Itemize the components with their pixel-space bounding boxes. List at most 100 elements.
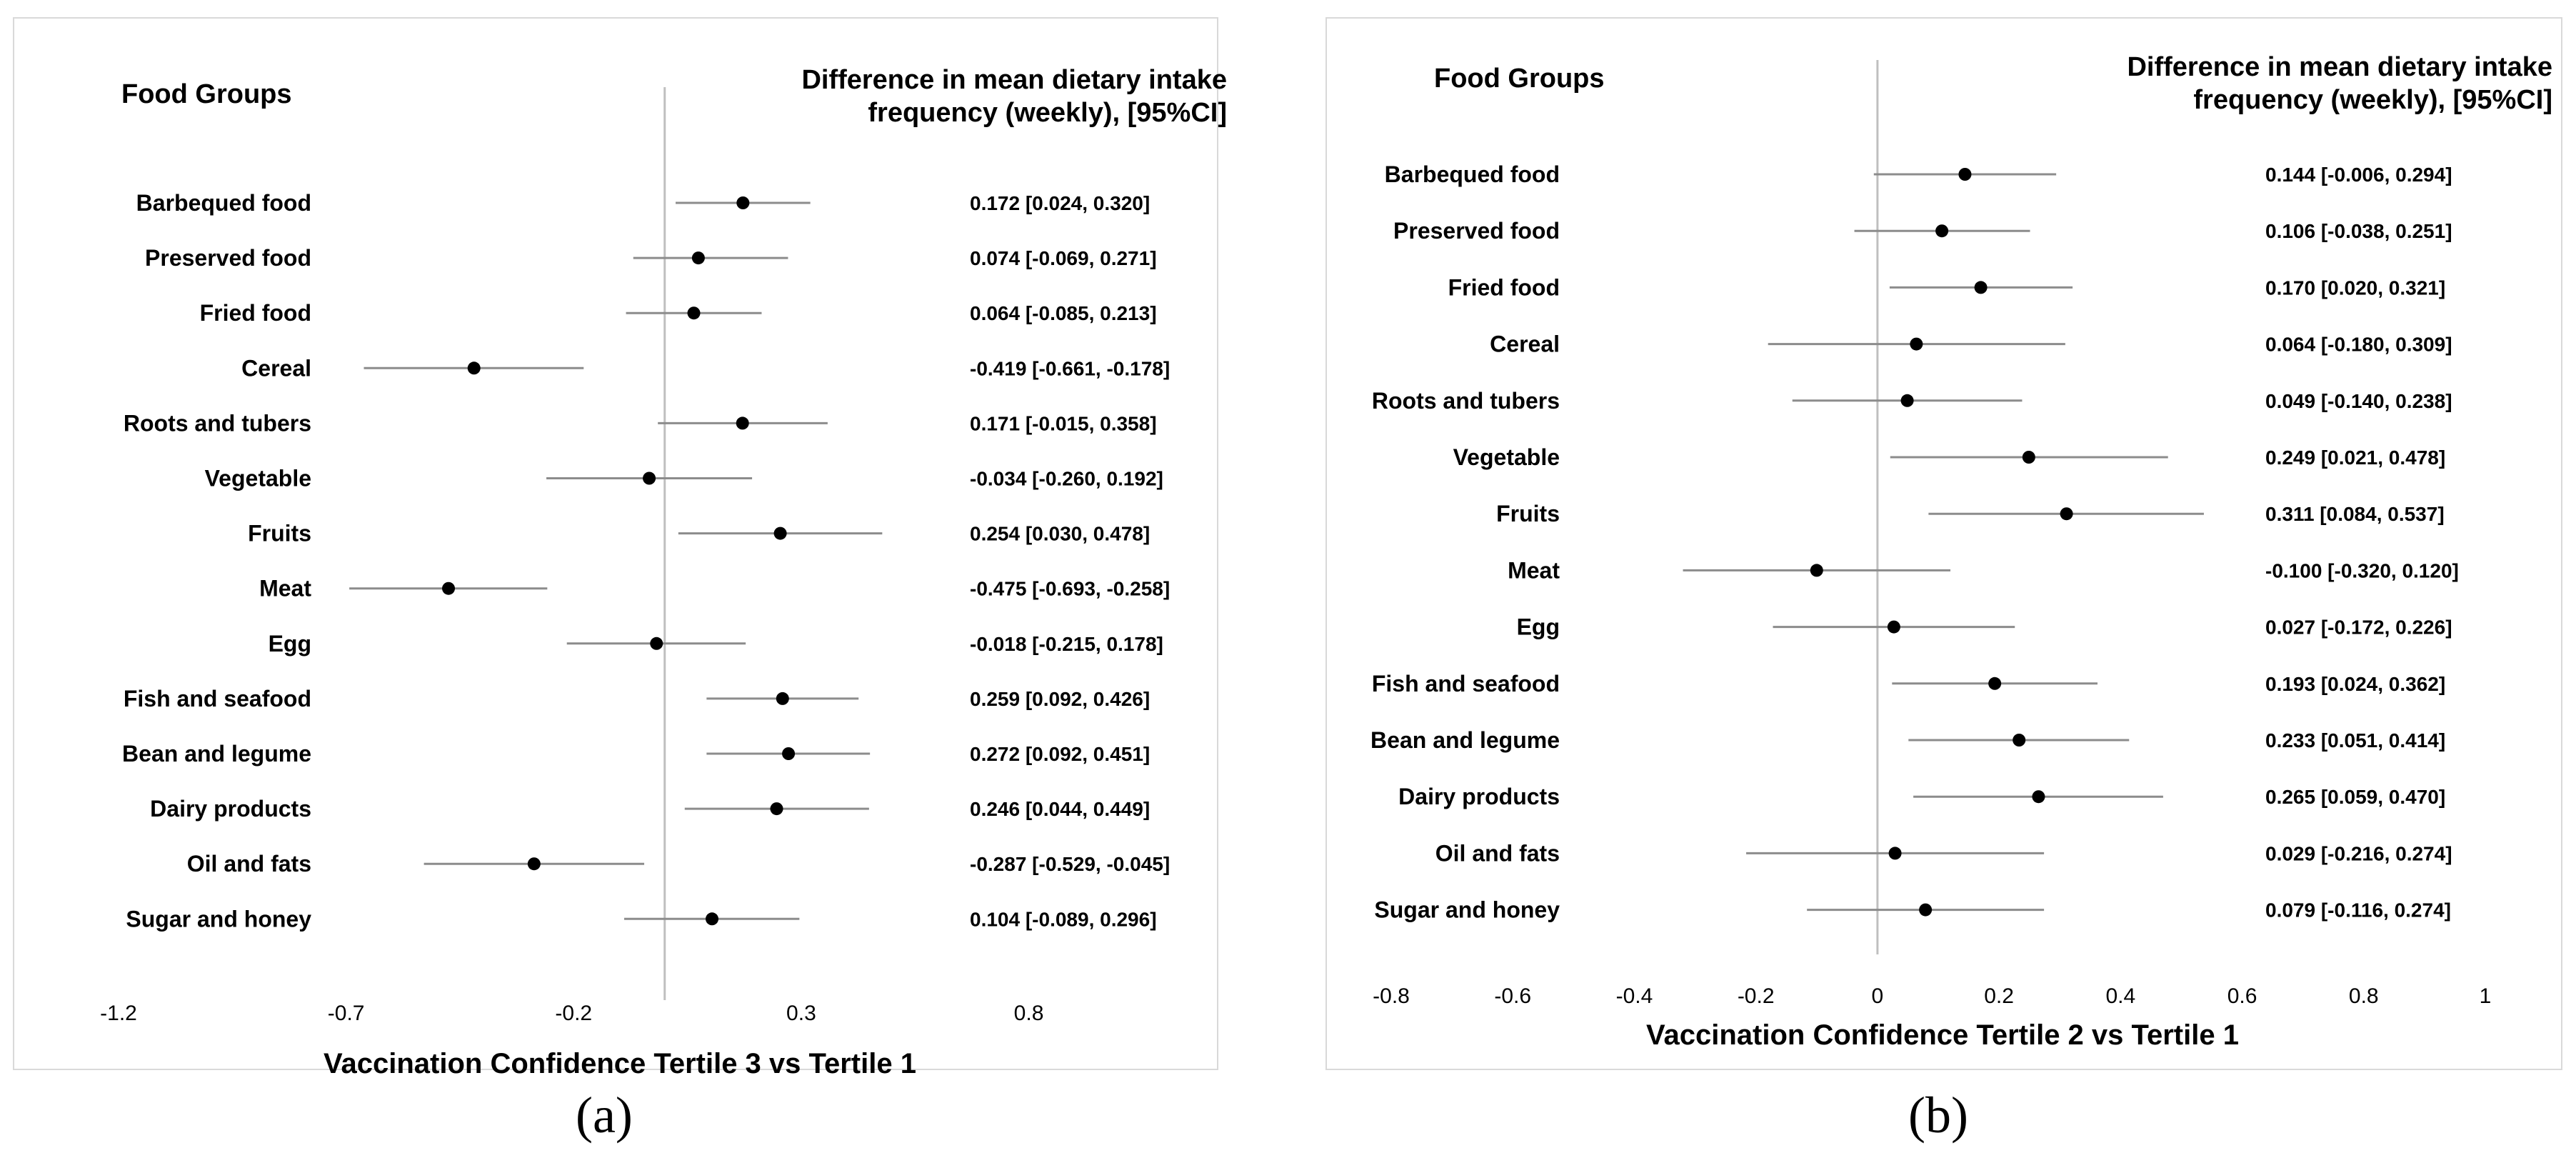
x-tick-label: 0.4 xyxy=(2105,984,2135,1008)
estimate-point xyxy=(650,637,663,650)
row-label: Fruits xyxy=(248,521,311,546)
row-label: Bean and legume xyxy=(122,741,311,767)
forest-plot-panel-a: Food Groups Difference in mean dietary in… xyxy=(13,17,1227,1079)
right-header-line1: Difference in mean dietary intake xyxy=(801,65,1227,95)
row-label: Vegetable xyxy=(205,466,311,491)
ci-value-text: 0.027 [-0.172, 0.226] xyxy=(2265,617,2452,639)
row-label: Fruits xyxy=(1496,501,1560,526)
x-tick-label: -0.4 xyxy=(1616,984,1653,1008)
estimate-point xyxy=(736,196,750,209)
ci-value-text: 0.106 [-0.038, 0.251] xyxy=(2265,220,2452,242)
caption-b: (b) xyxy=(1908,1087,1968,1144)
estimate-point xyxy=(776,692,789,705)
estimate-point xyxy=(1888,847,1902,860)
x-tick-label: 1 xyxy=(2480,984,2492,1008)
ci-value-text: 0.311 [0.084, 0.537] xyxy=(2265,503,2445,525)
row-label: Sugar and honey xyxy=(126,906,311,932)
row-label: Barbequed food xyxy=(1385,161,1560,187)
row-label: Fried food xyxy=(200,300,311,326)
ci-value-text: 0.265 [0.059, 0.470] xyxy=(2265,786,2445,808)
ci-value-text: 0.170 [0.020, 0.321] xyxy=(2265,276,2445,299)
x-tick-label: 0.6 xyxy=(2227,984,2257,1008)
x-tick-label: 0 xyxy=(1872,984,1884,1008)
estimate-point xyxy=(691,251,705,265)
ci-value-text: 0.246 [0.044, 0.449] xyxy=(970,798,1150,820)
x-tick-label: -0.6 xyxy=(1494,984,1531,1008)
right-header-line1: Difference in mean dietary intake xyxy=(2127,52,2552,82)
estimate-point xyxy=(1958,168,1972,181)
row-label: Cereal xyxy=(241,355,311,381)
row-label: Barbequed food xyxy=(136,190,311,216)
ci-value-text: 0.079 [-0.116, 0.274] xyxy=(2265,899,2451,922)
ci-value-text: -0.287 [-0.529, -0.045] xyxy=(970,853,1170,875)
ci-value-text: 0.074 [-0.069, 0.271] xyxy=(970,247,1157,269)
x-tick-label: 0.8 xyxy=(1014,1002,1044,1025)
right-header-line2: frequency (weekly), [95%CI] xyxy=(2193,85,2552,115)
row-label: Roots and tubers xyxy=(124,410,311,436)
estimate-point xyxy=(643,471,656,485)
ci-value-text: -0.034 [-0.260, 0.192] xyxy=(970,468,1163,490)
row-label: Bean and legume xyxy=(1370,727,1560,753)
ci-value-text: 0.249 [0.021, 0.478] xyxy=(2265,446,2445,469)
x-tick-label: 0.2 xyxy=(1984,984,2014,1008)
x-tick-label: -0.2 xyxy=(555,1002,592,1025)
estimate-point xyxy=(773,526,787,540)
row-label: Fried food xyxy=(1448,274,1560,300)
ci-value-text: 0.193 [0.024, 0.362] xyxy=(2265,673,2445,695)
x-tick-label: 0.3 xyxy=(786,1002,816,1025)
forest-plot-b: Food Groups Difference in mean dietary in… xyxy=(1370,52,2552,1051)
ci-value-text: 0.254 [0.030, 0.478] xyxy=(970,523,1150,545)
x-tick-label: -1.2 xyxy=(100,1002,137,1025)
estimate-point xyxy=(782,747,796,760)
estimate-point xyxy=(1810,564,1823,577)
estimate-point xyxy=(442,582,456,595)
ci-value-text: 0.029 [-0.216, 0.274] xyxy=(2265,842,2452,864)
row-label: Meat xyxy=(1508,557,1560,583)
ci-value-text: 0.171 [-0.015, 0.358] xyxy=(970,412,1157,434)
row-label: Vegetable xyxy=(1453,444,1560,470)
estimate-point xyxy=(1887,620,1900,634)
ci-value-text: 0.049 [-0.140, 0.238] xyxy=(2265,390,2452,412)
estimate-point xyxy=(527,857,541,871)
row-label: Dairy products xyxy=(1398,784,1560,809)
ci-value-text: -0.419 [-0.661, -0.178] xyxy=(970,357,1170,379)
estimate-point xyxy=(2013,734,2026,747)
x-tick-label: -0.7 xyxy=(328,1002,365,1025)
ci-value-text: 0.233 [0.051, 0.414] xyxy=(2265,729,2445,752)
ci-value-text: 0.064 [-0.180, 0.309] xyxy=(2265,334,2452,356)
caption-a: (a) xyxy=(576,1087,633,1144)
row-label: Meat xyxy=(259,576,311,602)
row-label: Fish and seafood xyxy=(1372,671,1560,697)
estimate-point xyxy=(736,416,749,430)
row-label: Cereal xyxy=(1490,331,1560,357)
ci-value-text: 0.064 [-0.085, 0.213] xyxy=(970,302,1157,324)
estimate-point xyxy=(1935,224,1949,238)
x-axis-label: Vaccination Confidence Tertile 3 vs Tert… xyxy=(324,1048,916,1079)
ci-value-text: 0.272 [0.092, 0.451] xyxy=(970,743,1150,765)
x-axis-label: Vaccination Confidence Tertile 2 vs Tert… xyxy=(1646,1019,2239,1051)
row-label: Preserved food xyxy=(145,245,311,271)
estimate-point xyxy=(1974,281,1988,294)
row-label: Oil and fats xyxy=(1435,840,1560,866)
estimate-point xyxy=(467,361,481,375)
row-label: Preserved food xyxy=(1393,218,1560,244)
ci-value-text: -0.018 [-0.215, 0.178] xyxy=(970,633,1163,655)
estimate-point xyxy=(687,306,701,320)
forest-plot-panel-b: Food Groups Difference in mean dietary in… xyxy=(1325,17,2562,1070)
estimate-point xyxy=(1919,903,1933,917)
ci-value-text: -0.475 [-0.693, -0.258] xyxy=(970,578,1170,600)
left-header: Food Groups xyxy=(1434,64,1605,94)
forest-plot-a: Food Groups Difference in mean dietary in… xyxy=(100,65,1227,1079)
estimate-point xyxy=(1910,337,1923,351)
estimate-point xyxy=(1900,394,1914,407)
row-label: Dairy products xyxy=(150,796,311,822)
row-label: Roots and tubers xyxy=(1372,388,1560,414)
estimate-point xyxy=(2060,507,2073,521)
x-tick-label: -0.2 xyxy=(1738,984,1775,1008)
estimate-point xyxy=(2032,790,2045,804)
row-label: Egg xyxy=(1517,614,1560,640)
row-label: Sugar and honey xyxy=(1374,897,1560,923)
ci-value-text: 0.104 [-0.089, 0.296] xyxy=(970,908,1157,930)
x-tick-label: 0.8 xyxy=(2349,984,2379,1008)
row-label: Egg xyxy=(269,631,311,657)
